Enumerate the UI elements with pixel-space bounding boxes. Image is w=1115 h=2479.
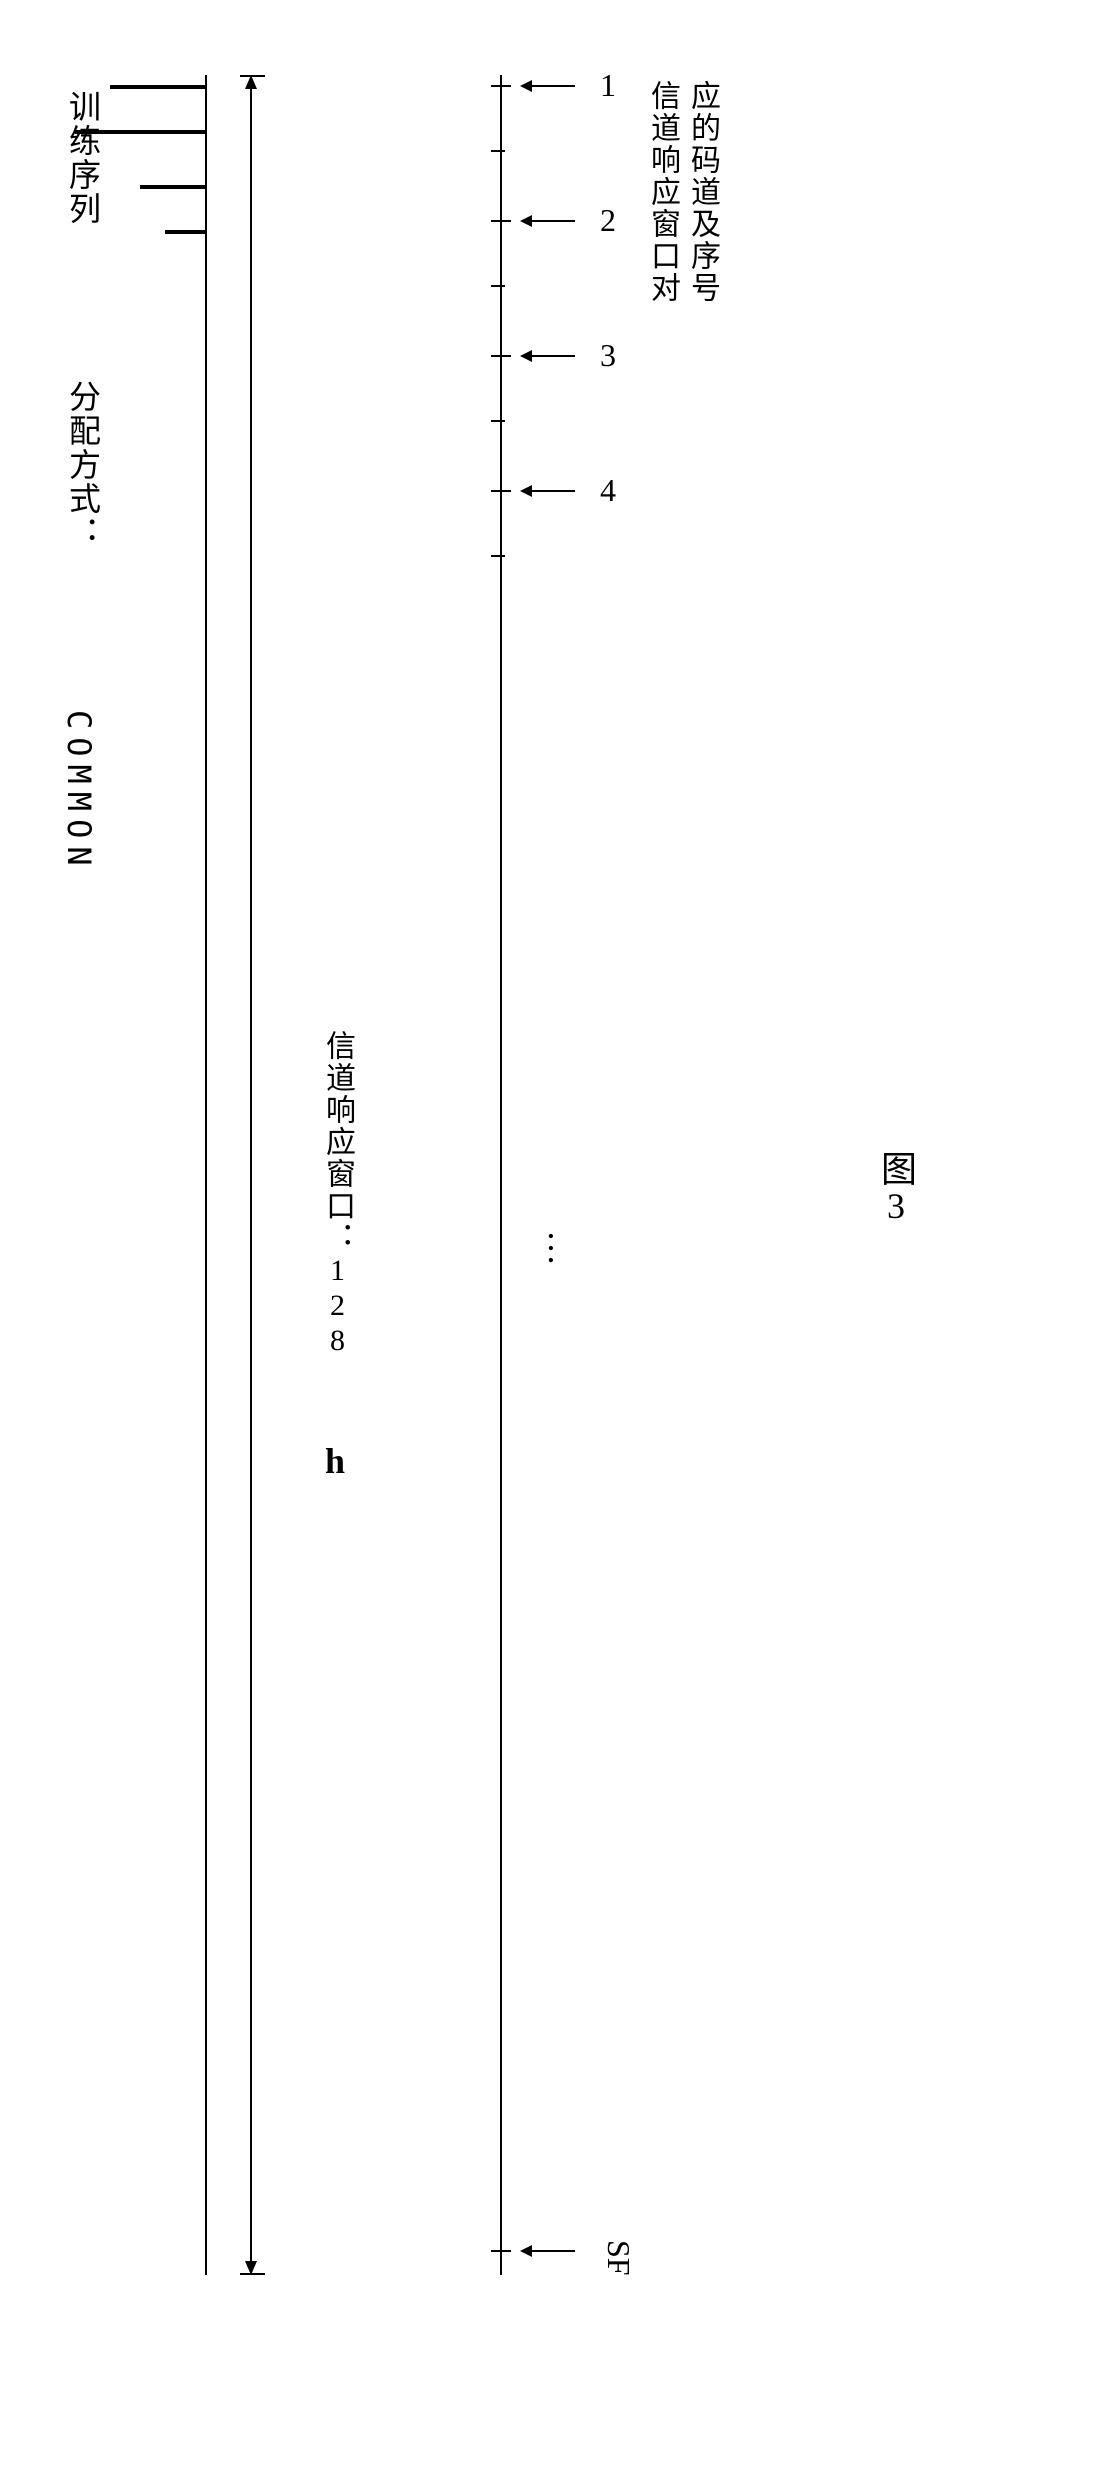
spike <box>75 130 205 134</box>
chart-baseline <box>205 75 207 2275</box>
spike <box>110 85 205 89</box>
spike <box>140 185 205 189</box>
window-bracket <box>250 75 252 2275</box>
axis-caption-line2: 应的码道及序号 <box>680 80 724 304</box>
h-symbol: h <box>325 1440 345 1482</box>
axis-caption-line1: 信道响应窗口对 <box>640 80 684 304</box>
figure-caption: 图3 <box>870 1150 922 1226</box>
axis-minor-tick <box>491 555 505 557</box>
axis-tick <box>491 220 511 222</box>
sf-label: SF <box>600 2240 637 2276</box>
axis-sf-tick <box>491 2250 511 2252</box>
axis-tick-label: 1 <box>600 67 616 104</box>
axis-tick-arrow <box>530 355 575 357</box>
spike <box>165 230 205 234</box>
axis-tick-arrow <box>530 220 575 222</box>
axis-tick <box>491 490 511 492</box>
allocation-method-label: 分配方式： <box>60 380 106 550</box>
ellipsis: … <box>540 1230 582 1266</box>
bracket-arrow-bottom <box>245 2261 257 2275</box>
axis-minor-tick <box>491 150 505 152</box>
axis-tick-label: 2 <box>600 202 616 239</box>
tick-axis <box>500 75 502 2275</box>
sf-arrow <box>530 2250 575 2252</box>
training-sequence-label: 训练序列 <box>60 90 106 226</box>
axis-tick-label: 4 <box>600 472 616 509</box>
axis-tick <box>491 355 511 357</box>
axis-tick-arrow <box>530 490 575 492</box>
channel-response-chart <box>145 75 285 2275</box>
axis-minor-tick <box>491 285 505 287</box>
axis-tick-label: 3 <box>600 337 616 374</box>
axis-tick <box>491 85 511 87</box>
axis-minor-tick <box>491 420 505 422</box>
bracket-arrow-top <box>245 75 257 89</box>
allocation-value: COMMON <box>60 710 98 874</box>
window-label: 信道响应窗口：128 <box>315 1030 359 1359</box>
axis-tick-arrow <box>530 85 575 87</box>
